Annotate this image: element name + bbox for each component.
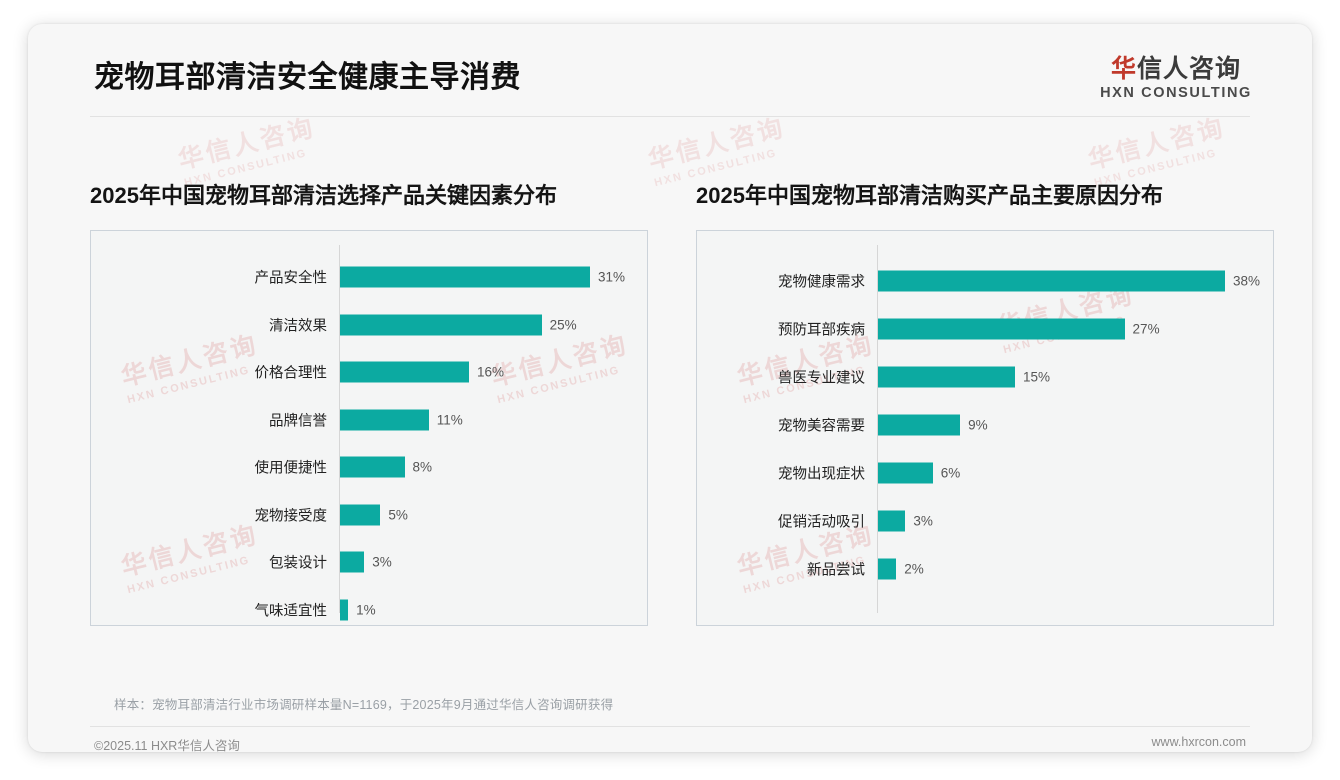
bar-value-label: 27%	[1132, 321, 1160, 337]
bar-row[interactable]: 产品安全性 31%	[91, 265, 647, 289]
chart-axis-line	[877, 245, 878, 613]
bar[interactable]	[340, 551, 365, 573]
bar-value-label: 5%	[388, 507, 408, 522]
bar-value-label: 25%	[549, 317, 577, 332]
bar-category-label: 兽医专业建议	[778, 370, 865, 387]
bar-category-label: 气味适宜性	[254, 603, 328, 619]
bar-value-label: 8%	[412, 459, 433, 475]
company-logo: 华信人咨询 HXN CONSULTING	[1086, 56, 1266, 101]
chart-axis-line	[339, 245, 340, 613]
slide-canvas: 华信人咨询 HXN CONSULTING 华信人咨询 HXN CONSULTIN…	[28, 24, 1312, 752]
bar-row[interactable]: 预防耳部疾病 27%	[697, 317, 1273, 341]
bar-category-label: 宠物健康需求	[778, 274, 865, 291]
bar-category-label: 新品尝试	[807, 562, 865, 579]
bar-row[interactable]: 包装设计 3%	[91, 550, 647, 574]
page-title: 宠物耳部清洁安全健康主导消费	[94, 61, 521, 94]
chart-title-left: 2025年中国宠物耳部清洁选择产品关键因素分布	[90, 183, 557, 208]
plot-area-right: 宠物健康需求 38% 预防耳部疾病 27% 兽医专业建议 15% 宠物美容需要 9% 宠物出现症…	[697, 231, 1273, 625]
bar[interactable]	[340, 409, 429, 430]
bar[interactable]	[878, 366, 1015, 388]
bar[interactable]	[340, 361, 470, 383]
bar-value-label: 9%	[968, 417, 988, 433]
bar-category-label: 产品安全性	[254, 270, 328, 287]
bar-value-label: 2%	[904, 561, 924, 577]
footer-copyright: ©2025.11 HXR华信人咨询	[94, 739, 240, 752]
bar-row[interactable]: 价格合理性 16%	[91, 360, 647, 384]
bar-row[interactable]: 新品尝试 2%	[697, 557, 1273, 581]
bar[interactable]	[878, 414, 961, 436]
logo-english-text: HXN CONSULTING	[1100, 85, 1252, 102]
bar-value-label: 15%	[1022, 369, 1050, 385]
bar-row[interactable]: 气味适宜性 1%	[91, 598, 647, 622]
footer-website: www.hxrcon.com	[1151, 735, 1246, 749]
chart-title-right: 2025年中国宠物耳部清洁购买产品主要原因分布	[696, 183, 1163, 208]
bar-value-label: 6%	[940, 465, 961, 481]
bar[interactable]	[340, 456, 405, 478]
bar-category-label: 包装设计	[269, 555, 327, 572]
bar-row[interactable]: 宠物出现症状 6%	[697, 461, 1273, 485]
bar-row[interactable]: 促销活动吸引 3%	[697, 509, 1273, 533]
bar-value-label: 31%	[598, 269, 626, 285]
bar-row[interactable]: 宠物健康需求 38%	[697, 269, 1273, 293]
header-divider	[90, 116, 1250, 117]
bar-value-label: 16%	[477, 364, 505, 380]
bar-value-label: 11%	[436, 412, 463, 427]
logo-chinese-text: 华信人咨询	[1086, 56, 1266, 82]
bar[interactable]	[340, 266, 590, 288]
bar-category-label: 使用便捷性	[254, 460, 328, 477]
bar-value-label: 1%	[356, 602, 376, 617]
sample-footnote: 样本：宠物耳部清洁行业市场调研样本量N=1169，于2025年9月通过华信人咨询…	[114, 698, 614, 712]
charts-region: 2025年中国宠物耳部清洁选择产品关键因素分布 华信人咨询 HXN CONSUL…	[28, 120, 1312, 680]
bar-row[interactable]: 兽医专业建议 15%	[697, 365, 1273, 389]
bar[interactable]	[340, 314, 542, 335]
bar[interactable]	[340, 599, 349, 620]
bar-value-label: 3%	[372, 554, 392, 570]
bar[interactable]	[878, 270, 1225, 292]
slide-header: 宠物耳部清洁安全健康主导消费 华信人咨询 HXN CONSULTING	[28, 24, 1312, 120]
bar-category-label: 预防耳部疾病	[778, 322, 865, 339]
bar-value-label: 38%	[1233, 273, 1261, 289]
bar-value-label: 3%	[913, 513, 933, 529]
bar-row[interactable]: 清洁效果 25%	[91, 313, 647, 337]
plot-area-left: 产品安全性 31% 清洁效果 25% 价格合理性 16% 品牌信誉 11% 使用便捷性 8% 宠物接…	[91, 231, 647, 625]
logo-accent-char: 华	[1110, 55, 1137, 83]
bar[interactable]	[878, 558, 897, 580]
chart-panel-right: 华信人咨询 HXN CONSULTING 华信人咨询 HXN CONSULTIN…	[696, 230, 1274, 626]
bar[interactable]	[340, 504, 381, 525]
bar-category-label: 品牌信誉	[269, 413, 327, 429]
bar-category-label: 价格合理性	[254, 365, 328, 382]
chart-panel-left: 华信人咨询 HXN CONSULTING 华信人咨询 HXN CONSULTIN…	[90, 230, 648, 626]
bar[interactable]	[878, 462, 933, 484]
logo-cn-rest: 信人咨询	[1137, 55, 1242, 83]
bar-row[interactable]: 品牌信誉 11%	[91, 408, 647, 432]
bar-category-label: 宠物美容需要	[778, 418, 865, 435]
bar-category-label: 促销活动吸引	[778, 514, 865, 531]
bar-row[interactable]: 宠物接受度 5%	[91, 503, 647, 527]
bar[interactable]	[878, 510, 906, 532]
bar-category-label: 宠物接受度	[254, 508, 328, 524]
bar-category-label: 清洁效果	[269, 318, 327, 334]
bar[interactable]	[878, 318, 1125, 340]
bar-row[interactable]: 使用便捷性 8%	[91, 455, 647, 479]
bar-category-label: 宠物出现症状	[778, 466, 865, 483]
bar-row[interactable]: 宠物美容需要 9%	[697, 413, 1273, 437]
footer-divider	[90, 726, 1250, 727]
